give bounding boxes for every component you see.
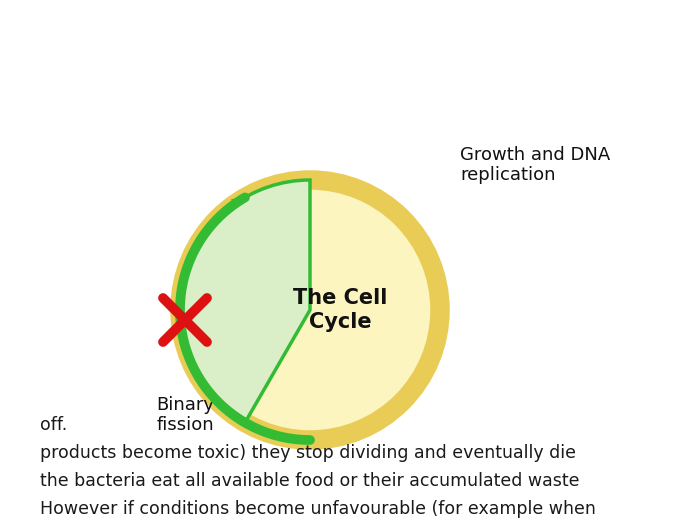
Circle shape: [180, 180, 440, 440]
Text: Growth and DNA
replication: Growth and DNA replication: [460, 145, 610, 184]
Text: The Cell
Cycle: The Cell Cycle: [293, 288, 387, 332]
Text: off.: off.: [40, 416, 67, 434]
Text: the bacteria eat all available food or their accumulated waste: the bacteria eat all available food or t…: [40, 472, 580, 490]
Text: products become toxic) they stop dividing and eventually die: products become toxic) they stop dividin…: [40, 444, 576, 462]
Text: Binary
fission: Binary fission: [156, 396, 214, 434]
Wedge shape: [180, 180, 310, 423]
Text: However if conditions become unfavourable (for example when: However if conditions become unfavourabl…: [40, 500, 596, 518]
